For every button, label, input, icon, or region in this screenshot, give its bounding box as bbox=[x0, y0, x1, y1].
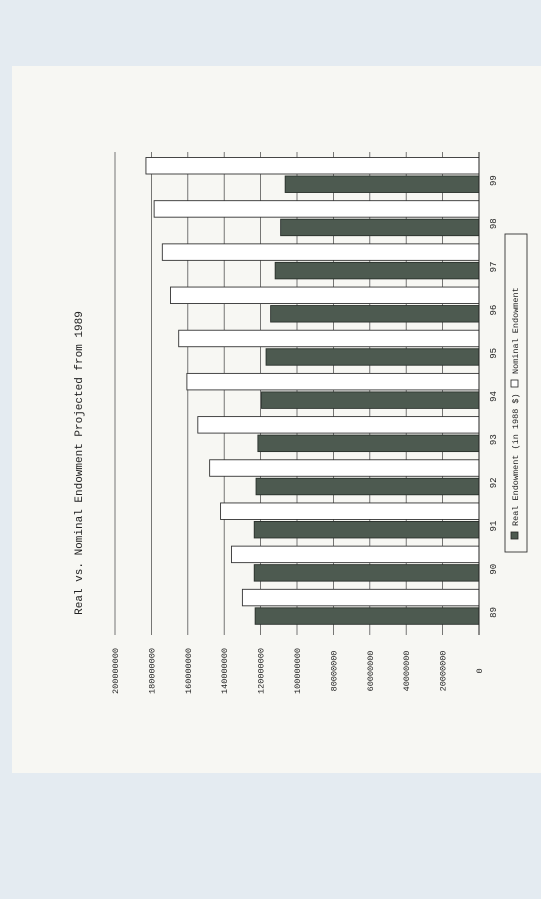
tick-label: 160000000 bbox=[184, 648, 194, 694]
category-label: 98 bbox=[489, 218, 499, 229]
nominal-bar bbox=[145, 157, 480, 175]
bars bbox=[145, 157, 480, 625]
nominal-bar bbox=[186, 372, 480, 391]
nominal-bar bbox=[153, 200, 480, 218]
tick-label: 60000000 bbox=[366, 651, 376, 692]
nominal-bar bbox=[197, 416, 480, 434]
nominal-bar bbox=[209, 459, 480, 477]
value-axis: 200000000 180000000 160000000 140000000 1200… bbox=[111, 152, 485, 694]
category-label: 97 bbox=[489, 262, 499, 273]
tick-label: 0 bbox=[475, 668, 485, 673]
category-label: 91 bbox=[489, 521, 499, 532]
nominal-bar bbox=[170, 286, 480, 304]
legend-swatch-nominal bbox=[510, 379, 519, 388]
real-bar bbox=[253, 564, 480, 582]
tick-label: 40000000 bbox=[402, 651, 412, 692]
legend: Real Endowment (in 1988 $) Nominal Endowm… bbox=[504, 233, 528, 553]
real-bar bbox=[284, 175, 480, 193]
nominal-bar bbox=[161, 243, 480, 261]
tick-label: 140000000 bbox=[220, 648, 230, 694]
real-bar bbox=[261, 391, 480, 409]
legend-box bbox=[504, 233, 528, 553]
legend-swatch-real bbox=[510, 531, 519, 540]
endowment-chart: 200000000 180000000 160000000 140000000 1200… bbox=[74, 152, 528, 694]
real-bar bbox=[280, 218, 480, 237]
tick-label: 20000000 bbox=[439, 651, 449, 692]
nominal-bar bbox=[241, 588, 480, 607]
category-axis: 89 90 91 92 93 94 95 96 97 98 99 bbox=[489, 175, 499, 618]
real-bar bbox=[255, 477, 480, 496]
category-label: 92 bbox=[489, 477, 499, 488]
category-label: 89 bbox=[489, 607, 499, 618]
tick-label: 200000000 bbox=[111, 648, 121, 694]
nominal-bar bbox=[178, 329, 480, 348]
category-label: 95 bbox=[489, 348, 499, 359]
category-label: 94 bbox=[489, 391, 499, 402]
real-bar bbox=[253, 521, 480, 539]
real-bar bbox=[254, 607, 480, 625]
chart-title: Real vs. Nominal Endowment Projected fro… bbox=[74, 311, 86, 615]
real-bar bbox=[270, 305, 480, 323]
category-label: 96 bbox=[489, 305, 499, 316]
real-bar bbox=[274, 261, 480, 280]
legend-label-real: Real Endowment (in 1988 $) bbox=[511, 393, 521, 526]
scanned-page: 200000000 180000000 160000000 140000000 1200… bbox=[12, 66, 541, 773]
tick-label: 180000000 bbox=[147, 648, 157, 694]
category-label: 99 bbox=[489, 175, 499, 186]
real-bar bbox=[265, 348, 480, 366]
legend-label-nominal: Nominal Endowment bbox=[511, 287, 521, 374]
category-label: 90 bbox=[489, 564, 499, 575]
category-label: 93 bbox=[489, 434, 499, 445]
tick-label: 100000000 bbox=[293, 648, 303, 694]
nominal-bar bbox=[220, 502, 480, 520]
nominal-bar bbox=[231, 545, 480, 564]
real-bar bbox=[257, 434, 480, 453]
tick-label: 120000000 bbox=[257, 648, 267, 694]
tick-label: 80000000 bbox=[329, 651, 339, 692]
